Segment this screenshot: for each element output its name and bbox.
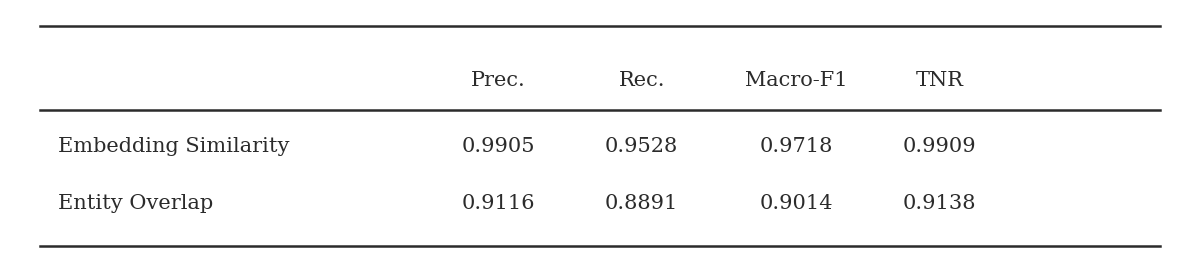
- Text: TNR: TNR: [916, 71, 964, 90]
- Text: 0.9138: 0.9138: [902, 194, 977, 213]
- Text: Macro-F1: Macro-F1: [745, 71, 848, 90]
- Text: 0.9528: 0.9528: [605, 136, 678, 155]
- Text: 0.9909: 0.9909: [902, 136, 977, 155]
- Text: Embedding Similarity: Embedding Similarity: [58, 136, 289, 155]
- Text: Rec.: Rec.: [618, 71, 665, 90]
- Text: 0.9718: 0.9718: [760, 136, 833, 155]
- Text: 0.8891: 0.8891: [605, 194, 678, 213]
- Text: 0.9905: 0.9905: [462, 136, 535, 155]
- Text: 0.9014: 0.9014: [760, 194, 833, 213]
- Text: Prec.: Prec.: [472, 71, 526, 90]
- Text: 0.9116: 0.9116: [462, 194, 535, 213]
- Text: Entity Overlap: Entity Overlap: [58, 194, 214, 213]
